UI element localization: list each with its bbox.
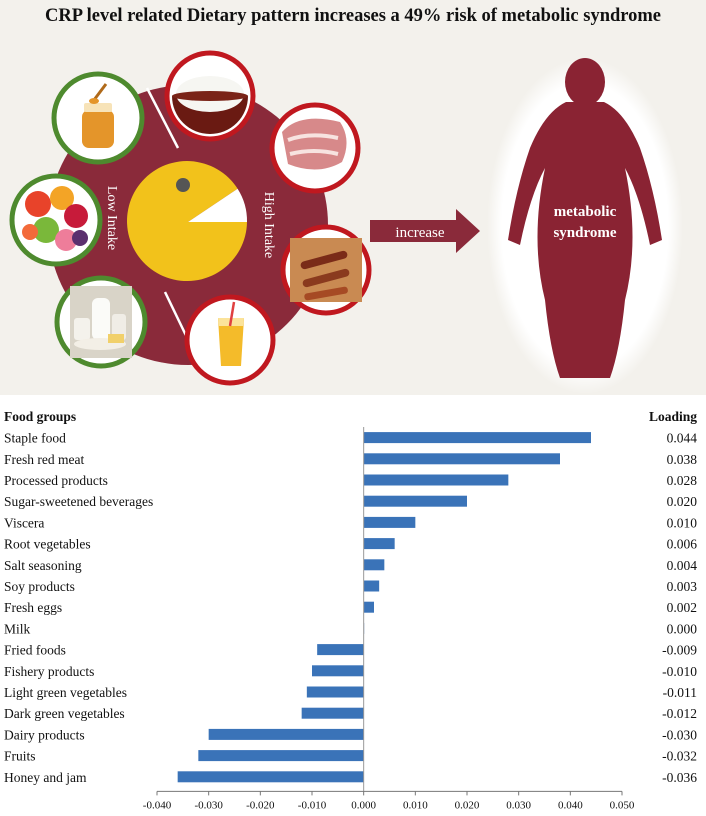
bar — [306, 686, 364, 698]
bar — [363, 432, 591, 444]
category-label: Light green vegetables — [4, 685, 127, 700]
category-label: Sugar-sweetened beverages — [4, 494, 153, 509]
x-tick-label: 0.050 — [610, 799, 635, 811]
juice-glass-icon — [184, 294, 276, 386]
value-label: -0.032 — [662, 749, 697, 764]
category-label: Fried foods — [4, 643, 66, 658]
value-label: -0.036 — [662, 770, 697, 785]
outcome-label-line1: metabolic — [554, 204, 617, 220]
category-label: Dairy products — [4, 727, 85, 742]
loading-bar-chart: Food groups Loading Staple food 0.044 Fres… — [4, 409, 698, 811]
fruit-bowl-icon — [9, 173, 103, 267]
bar — [312, 665, 364, 677]
bar — [363, 559, 385, 571]
bar — [363, 516, 416, 528]
low-intake-label: Low Intake — [104, 186, 119, 250]
outcome-label-line2: syndrome — [553, 225, 616, 241]
value-label: 0.006 — [667, 537, 698, 552]
processed-meat-icon — [280, 224, 372, 316]
bar — [198, 750, 364, 762]
increase-label: increase — [395, 225, 444, 241]
bar — [317, 644, 364, 656]
category-label: Honey and jam — [4, 770, 87, 785]
x-tick-label: -0.010 — [298, 799, 327, 811]
silhouette-icon — [508, 58, 662, 378]
wheel-divider — [145, 87, 180, 149]
value-label: 0.038 — [667, 452, 698, 467]
bar — [363, 538, 395, 550]
category-label: Salt seasoning — [4, 558, 82, 573]
high-intake-label: High Intake — [261, 192, 276, 258]
value-label: 0.004 — [667, 558, 698, 573]
dairy-icon — [54, 275, 148, 369]
value-label: -0.030 — [662, 727, 697, 742]
category-label: Processed products — [4, 473, 108, 488]
x-tick-label: -0.030 — [194, 799, 223, 811]
value-label: 0.010 — [667, 515, 698, 530]
bar — [363, 495, 467, 507]
x-tick-label: 0.020 — [455, 799, 480, 811]
x-tick-label: 0.000 — [351, 799, 376, 811]
bar — [363, 474, 509, 486]
value-label: 0.003 — [667, 579, 698, 594]
category-label: Fresh red meat — [4, 452, 84, 467]
value-label: -0.012 — [662, 706, 697, 721]
value-label: 0.020 — [667, 494, 698, 509]
value-label: 0.000 — [667, 621, 698, 636]
bar — [363, 453, 560, 465]
x-tick-label: 0.030 — [506, 799, 531, 811]
category-label: Dark green vegetables — [4, 706, 125, 721]
figure-title: CRP level related Dietary pattern increa… — [44, 6, 662, 26]
rice-bowl-icon — [164, 50, 256, 142]
value-label: -0.010 — [662, 664, 697, 679]
bar — [363, 601, 374, 613]
diet-illustration: Low Intake High Intake — [9, 50, 683, 394]
x-tick-label: 0.040 — [558, 799, 583, 811]
x-tick-label: -0.020 — [246, 799, 275, 811]
x-tick-label: -0.040 — [143, 799, 172, 811]
pie-wedge — [188, 188, 248, 222]
value-header: Loading — [649, 409, 697, 424]
bar — [301, 707, 364, 719]
category-label: Fruits — [4, 749, 36, 764]
bar — [363, 580, 380, 592]
value-label: 0.044 — [667, 431, 698, 446]
category-label: Viscera — [4, 515, 44, 530]
category-label: Staple food — [4, 431, 66, 446]
value-label: 0.002 — [667, 600, 697, 615]
category-label: Root vegetables — [4, 537, 91, 552]
value-label: -0.011 — [663, 685, 697, 700]
row-header: Food groups — [4, 409, 76, 424]
pie-eye — [176, 178, 190, 192]
category-label: Fishery products — [4, 664, 94, 679]
red-meat-icon — [269, 102, 361, 194]
honey-jar-icon — [51, 71, 145, 165]
bar — [208, 728, 364, 740]
category-label: Milk — [4, 621, 31, 636]
category-label: Fresh eggs — [4, 600, 62, 615]
pie-icon — [127, 161, 247, 282]
increase-arrow — [370, 209, 480, 253]
category-label: Soy products — [4, 579, 75, 594]
x-tick-label: 0.010 — [403, 799, 428, 811]
value-label: 0.028 — [667, 473, 698, 488]
value-label: -0.009 — [662, 643, 697, 658]
bar — [177, 771, 364, 783]
